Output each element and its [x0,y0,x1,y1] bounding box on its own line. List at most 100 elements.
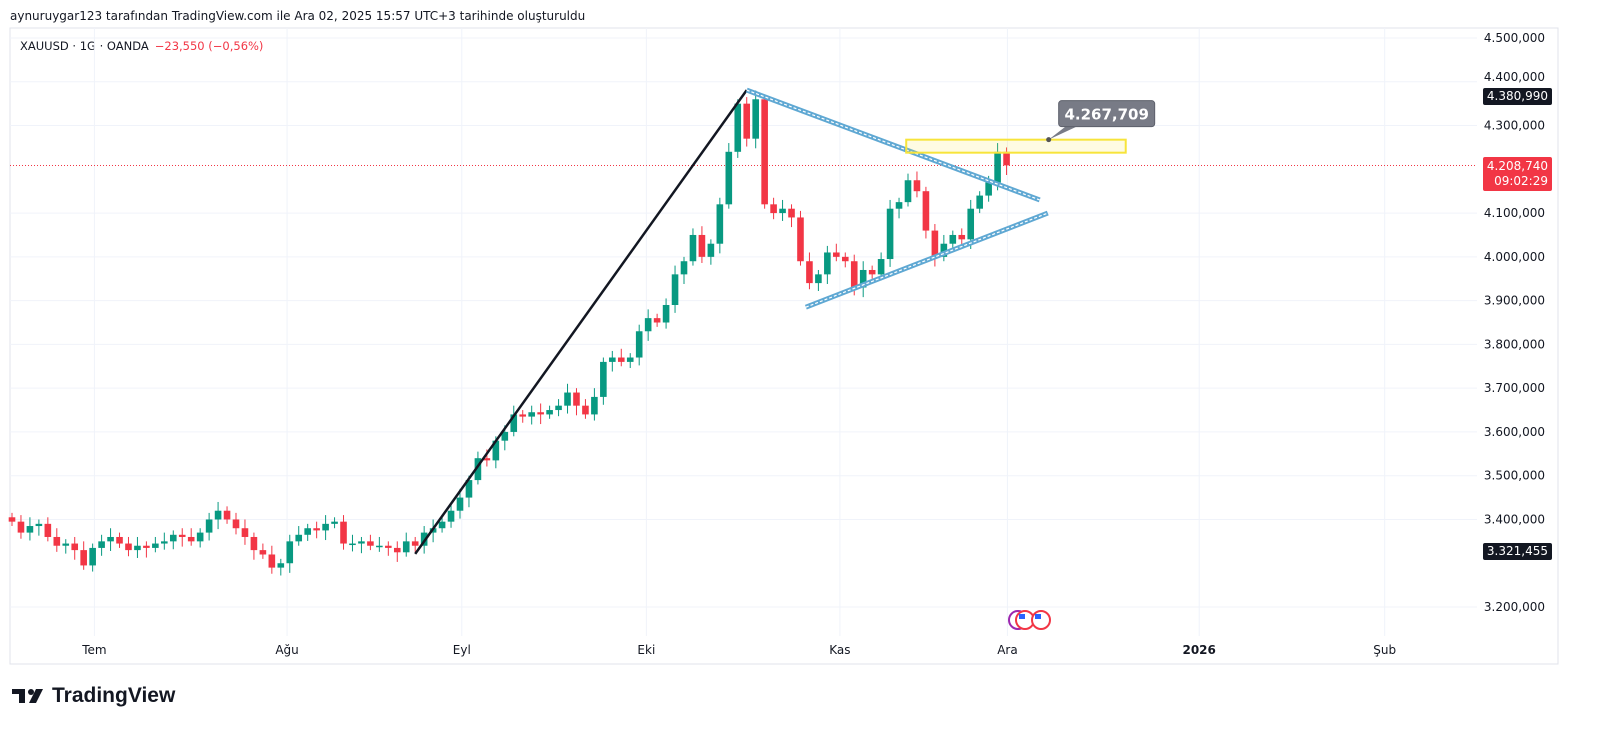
price-tick-label: 4.000,000 [1484,250,1545,264]
last-price: 4.208,740 [1486,159,1548,173]
drawings[interactable]: 4.267,709 [414,87,1156,555]
symbol-info: XAUUSD · 1G · OANDA [20,39,149,53]
candle-body [295,534,303,542]
candle-body [859,269,867,288]
candle-body [626,357,634,362]
candle-body [734,103,742,152]
candle [940,234,948,262]
candle [904,173,912,207]
price-axis[interactable]: 4.500,000 4.400,000 4.300,000 4.100,000 4.00… [1484,31,1545,614]
candle-body [143,545,150,548]
candle-body [662,304,670,323]
economic-events-icon[interactable] [1008,610,1051,630]
candle [582,399,589,419]
candle-body [976,195,983,209]
candle [886,199,894,267]
candle [546,405,553,419]
candle-body [205,519,213,533]
last-price-badge: 4.208,740 09:02:29 [1482,157,1552,191]
candle [259,543,267,559]
candle-body [232,519,240,529]
price-tick-label: 3.900,000 [1484,294,1545,308]
candle [689,228,697,266]
candle-body [250,536,258,551]
candle [573,388,580,416]
candle-body [447,510,455,522]
candle [178,528,186,547]
candle-body [537,412,544,415]
candle [644,309,652,341]
candle-body [564,392,571,406]
candle-body [788,208,795,218]
candle [815,269,822,291]
candle-body [80,550,87,566]
candle [340,515,347,550]
candle [205,512,213,541]
candle [761,94,768,209]
time-tick-label: Eyl [453,643,471,657]
tradingview-logo[interactable]: TradingView [12,684,175,708]
high-price-badge: 4.380,990 [1482,88,1552,105]
candle-body [591,396,598,415]
candle [125,536,132,557]
candle [187,528,195,546]
candle-body [223,510,231,520]
candle-body [680,261,688,275]
candle [770,197,777,220]
candle-body [698,234,706,257]
price-tick-label: 4.400,000 [1484,70,1545,84]
candle-body [161,541,168,544]
candle-body [340,521,347,544]
candle-body [815,274,822,284]
candle-body [107,536,114,542]
candle-body [931,230,939,257]
callout-anchor [1046,137,1052,143]
candle [402,532,410,557]
candle-body [895,202,903,209]
candle [537,403,544,425]
candle [241,519,249,545]
candle [447,504,455,528]
candle-body [743,103,751,139]
candle-body [152,543,159,548]
candle [358,536,365,554]
price-tick-label: 4.300,000 [1484,119,1545,133]
time-axis[interactable]: Tem Ağu Eyl Eki Kas Ara 2026 Şub [81,643,1396,657]
candle [680,256,688,284]
candle-body [600,361,607,397]
candle [152,536,159,553]
symbol-legend[interactable]: XAUUSD · 1G · OANDA −23,550 (−0,56%) [20,39,263,53]
candle-body [26,526,34,533]
candle-body [385,545,392,548]
candle-body [913,180,921,192]
candle-body [313,528,320,531]
candle-body [555,405,562,411]
candle [277,558,285,576]
candle-body [125,543,132,551]
candle-body [922,191,930,231]
candle [626,353,634,369]
candle-body [116,536,123,544]
bar-countdown: 09:02:29 [1494,174,1548,188]
candle-body [35,523,43,527]
candle-body [492,440,500,461]
candle [393,541,401,562]
candle-body [89,547,96,566]
candle [591,388,598,421]
callout-pointer [1048,125,1079,140]
candle [376,536,383,552]
candle-body [761,99,768,205]
candle [868,265,876,279]
candle-body [985,182,992,196]
candle-body [241,528,249,537]
candle [707,239,715,265]
price-tick-label: 3.700,000 [1484,381,1545,395]
candle-body [779,208,786,214]
candle-body [456,497,464,511]
price-tick-label: 4.500,000 [1484,31,1545,45]
candle [17,515,25,539]
candle [161,532,168,550]
candle [89,543,96,572]
candle-body [358,541,365,544]
